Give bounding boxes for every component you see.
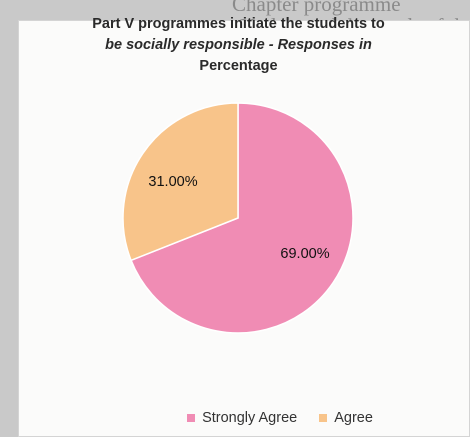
chart-title-line-3: Percentage [199,58,278,74]
pie-data-label-strongly-agree: 69.00% [280,246,329,262]
legend-item-agree: Agree [319,410,373,426]
pie-slice-strongly-agree [130,102,354,334]
chart-title: Part V programmes initiate the students … [18,14,459,77]
legend-label-agree: Agree [334,410,373,426]
chart-title-line-2: be socially responsible - Responses in [18,35,459,56]
background-text-line: Chapter programme [232,0,401,16]
chart-legend: Strongly Agree Agree [110,410,450,426]
chart-title-line-1: Part V programmes initiate the students … [92,16,385,32]
pie-slice-agree [122,102,239,262]
chart-title-line-2-text: be socially responsible - Responses in [105,37,372,53]
legend-label-strongly-agree: Strongly Agree [202,410,298,426]
legend-swatch-strongly-agree [187,414,196,422]
legend-item-strongly-agree: Strongly Agree [187,410,297,426]
pie-data-label-agree: 31.00% [148,174,197,190]
legend-swatch-agree [319,414,328,422]
